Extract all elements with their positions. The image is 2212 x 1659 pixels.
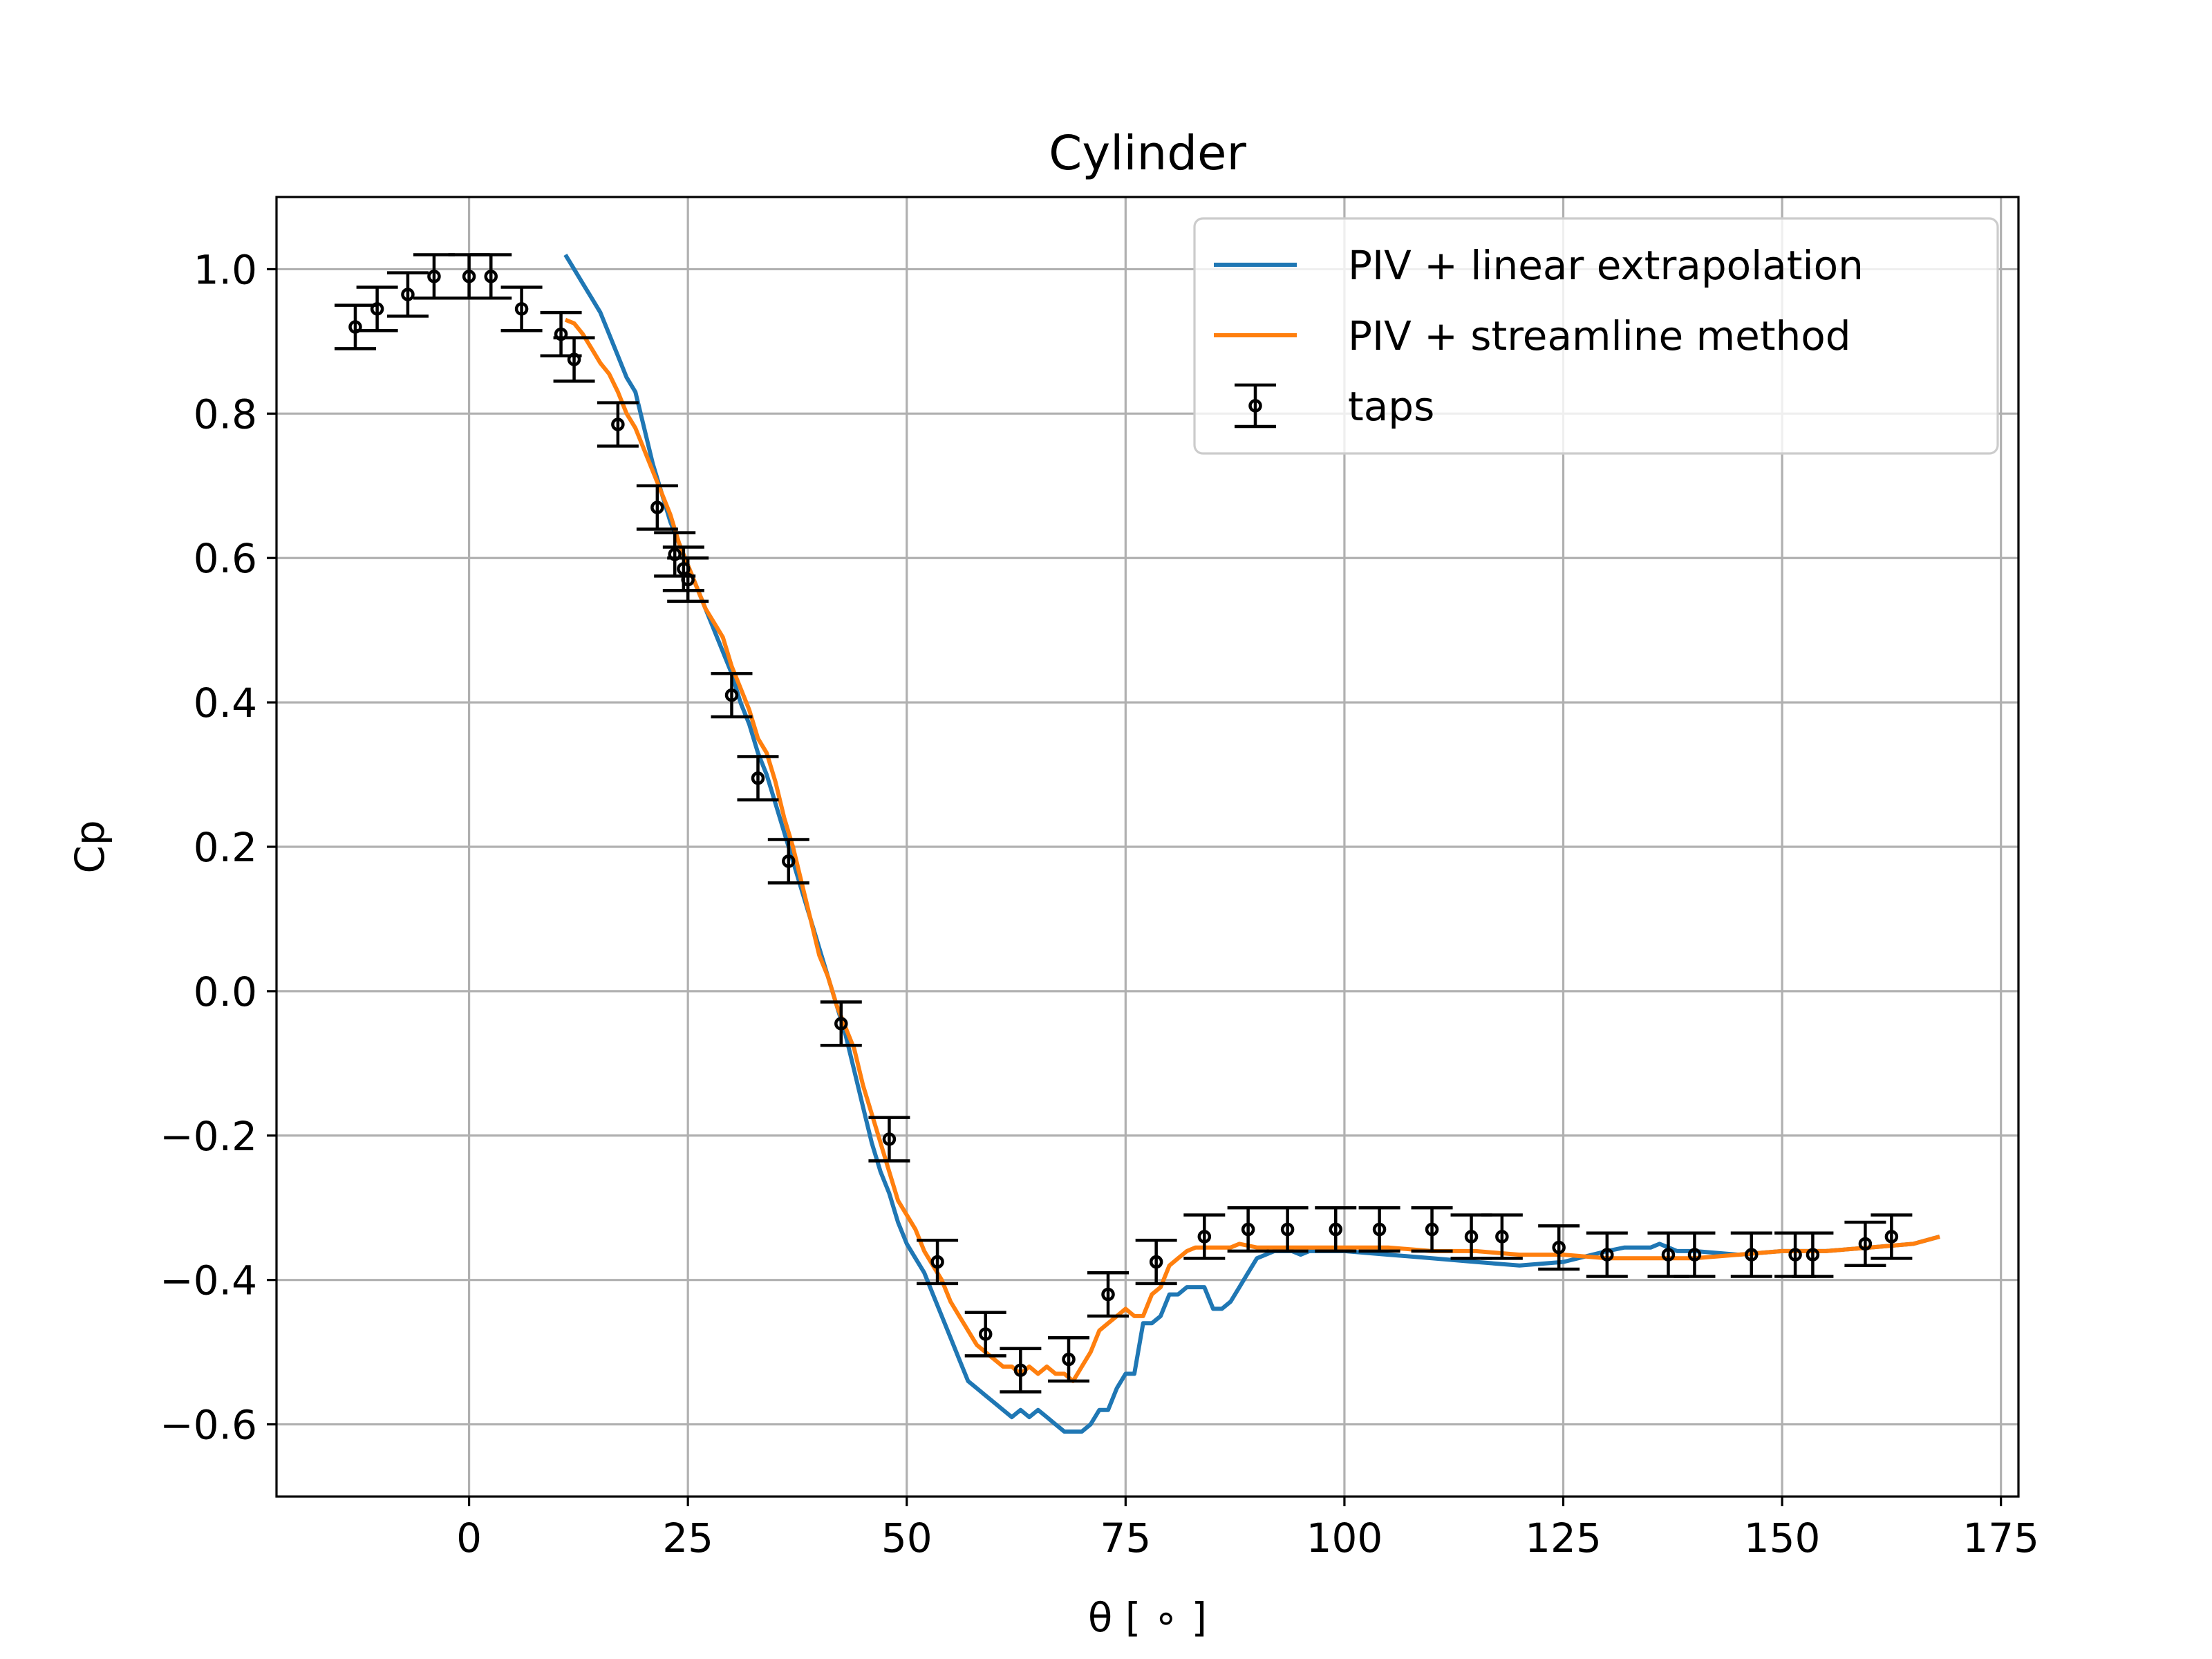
tap-point [882,1132,897,1146]
legend-label: PIV + streamline method [1348,312,1851,359]
tap-point [1600,1248,1614,1262]
chart-title: Cylinder [1049,126,1246,181]
x-tick-label: 150 [1744,1515,1821,1562]
tap-point [370,302,384,316]
legend: PIV + linear extrapolation PIV + streamli… [1193,217,1999,455]
tap-point [650,500,664,514]
tap-point [724,688,739,702]
tap-point [1197,1230,1212,1244]
legend-label: taps [1348,383,1434,430]
y-tick-label: 1.0 [194,246,257,293]
y-tick-label: −0.6 [160,1402,257,1449]
tap-point [462,270,476,283]
tap-point [782,854,796,868]
tap-point [1280,1222,1295,1237]
x-tick-label: 100 [1306,1515,1383,1562]
tap-point [930,1255,944,1269]
tap-point [554,327,568,341]
tap-point [834,1017,848,1031]
tap-point [1687,1248,1702,1262]
tap-point [668,547,682,561]
tap-point [681,572,695,587]
legend-label: PIV + linear extrapolation [1348,242,1864,289]
x-tick-label: 50 [881,1515,932,1562]
y-tick-label: 0.0 [194,968,257,1015]
tap-point [1372,1222,1387,1237]
tap-point [1241,1222,1255,1237]
x-tick-label: 0 [456,1515,482,1562]
tap-point [1013,1363,1028,1377]
y-tick-label: 0.4 [194,679,257,727]
tap-point [1884,1230,1899,1244]
series-line [563,254,1940,1434]
x-tick-label: 75 [1100,1515,1151,1562]
y-tick-label: 0.2 [194,824,257,871]
tap-point [1788,1248,1802,1262]
tap-point [1149,1255,1163,1269]
tap-point [348,320,362,334]
plot-area [334,253,1940,1434]
tap-point [514,302,529,316]
tap-point [1425,1222,1439,1237]
tap-point [401,288,415,301]
legend-box [1193,217,1999,455]
tap-point [1464,1230,1479,1244]
x-axis-label: θ [ ∘ ] [1088,1594,1207,1641]
tap-point [751,771,765,785]
tap-point [1495,1230,1509,1244]
tap-point [1101,1287,1115,1302]
tap-point [978,1327,993,1341]
tap-point [611,418,625,431]
y-tick-label: −0.4 [160,1257,257,1304]
grid [276,197,2018,1497]
tap-point [1858,1237,1873,1251]
axis-ticks: 0 25 50 75 100 125 150 175 −0.6 −0.4 −0.2 0.0 0.2 0.4… [160,246,2039,1562]
y-tick-label: 0.6 [194,535,257,582]
x-tick-label: 125 [1525,1515,1602,1562]
tap-point [567,353,581,366]
legend-marker [1248,399,1262,413]
tap-point [1552,1240,1566,1255]
y-tick-label: 0.8 [194,391,257,438]
tap-point [1661,1248,1676,1262]
tap-point [1806,1248,1820,1262]
tap-point [427,270,441,283]
x-tick-label: 25 [662,1515,713,1562]
y-tick-label: −0.2 [160,1113,257,1160]
tap-point [1329,1222,1343,1237]
tap-point [1745,1248,1759,1262]
y-axis-label: Cp [66,820,113,873]
tap-point [484,270,498,283]
tap-point [1062,1352,1076,1367]
x-tick-label: 175 [1962,1515,2039,1562]
